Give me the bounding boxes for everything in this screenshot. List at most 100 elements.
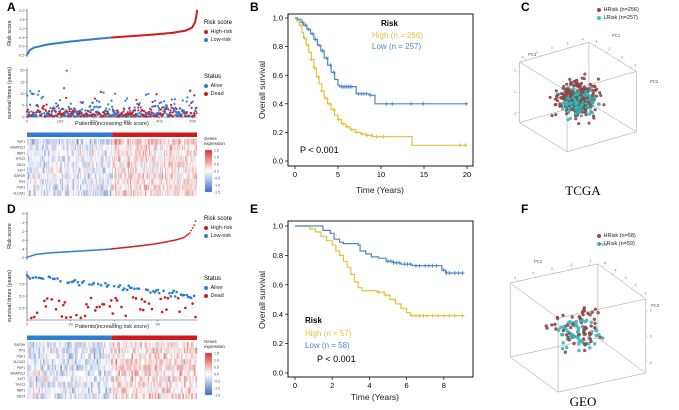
- svg-text:0.4: 0.4: [273, 99, 283, 108]
- legend-item-alive: Alive: [204, 284, 224, 292]
- alive-dot-icon: [204, 83, 208, 88]
- svg-text:-4: -4: [589, 259, 592, 263]
- svg-text:-2: -2: [566, 42, 569, 46]
- svg-text:0.8: 0.8: [273, 251, 283, 260]
- svg-text:-2: -2: [649, 361, 652, 365]
- legend-item-alive: Alive: [204, 82, 224, 90]
- dead-dot-icon: [204, 293, 208, 298]
- svg-text:200: 200: [90, 119, 97, 124]
- panel-a-survival-ylabel: survival times (years): [7, 67, 13, 119]
- svg-text:-2: -2: [21, 229, 25, 234]
- hrisk-dot-icon: [597, 234, 601, 238]
- svg-text:1.0: 1.0: [214, 358, 219, 362]
- svg-text:RBP1: RBP1: [17, 151, 26, 155]
- panel-e-pvalue: P < 0.001: [317, 354, 356, 364]
- panel-d-status-legend: Status Alive Dead: [204, 276, 224, 300]
- svg-text:4: 4: [596, 39, 598, 43]
- svg-text:0.6: 0.6: [273, 71, 283, 80]
- panel-b-ylabel: Overall survival: [257, 60, 267, 120]
- legend-item-dead: Dead: [204, 292, 224, 300]
- legend-item-high-risk: High-risk: [204, 224, 232, 232]
- svg-text:TPST2: TPST2: [15, 383, 25, 387]
- svg-text:1.5: 1.5: [19, 17, 25, 22]
- svg-text:PKP1: PKP1: [17, 366, 25, 370]
- svg-text:0: 0: [22, 114, 25, 119]
- status-legend-title: Status: [204, 74, 222, 80]
- risk-legend-title: Risk score: [204, 20, 233, 26]
- panel-b-xlabel: Time (Years): [355, 185, 405, 195]
- panel-e-legend-high: High (n = 57): [305, 329, 352, 338]
- svg-text:0.0: 0.0: [214, 169, 219, 173]
- alive-dot-icon: [204, 285, 208, 290]
- panel-d-risk-ylabel: Risk score: [7, 223, 13, 249]
- svg-text:0: 0: [650, 335, 652, 339]
- svg-text:SDC4: SDC4: [17, 163, 26, 167]
- panel-d-colorbar-title: Genes expression: [204, 339, 225, 349]
- svg-text:SDC4: SDC4: [17, 394, 26, 398]
- svg-text:PGK1: PGK1: [17, 354, 26, 358]
- panel-b-legend-high: High (n = 256): [372, 31, 423, 40]
- panel-d-survival-ylabel: survival times (years): [7, 270, 13, 322]
- legend-item-low-risk: Low-risk: [204, 36, 232, 44]
- low-risk-dot-icon: [204, 233, 208, 238]
- dead-dot-icon: [204, 91, 208, 96]
- svg-text:-5: -5: [21, 255, 25, 260]
- panel-e-legend-title: Risk: [305, 316, 322, 325]
- svg-text:0.4: 0.4: [273, 310, 283, 319]
- svg-text:300: 300: [123, 119, 130, 124]
- panel-d-xlabel: Patients(increasing risk socre): [75, 324, 149, 330]
- svg-text:0: 0: [635, 284, 637, 288]
- legend-item-low-risk: Low-risk: [204, 232, 232, 240]
- svg-text:0.5: 0.5: [214, 365, 219, 369]
- svg-text:2: 2: [609, 47, 611, 51]
- svg-text:0: 0: [293, 170, 297, 179]
- panel-b-legend-low: Low (n = 257): [372, 42, 422, 51]
- svg-text:4: 4: [522, 55, 524, 59]
- svg-text:TPI1: TPI1: [18, 180, 25, 184]
- panel-a-xlabel: Patients(increasing risk score): [75, 121, 149, 127]
- svg-text:1.0: 1.0: [214, 155, 219, 159]
- high-risk-label: High-risk: [210, 28, 233, 35]
- svg-text:0: 0: [22, 211, 25, 216]
- svg-text:2.0: 2.0: [19, 8, 25, 13]
- svg-text:60: 60: [112, 322, 117, 327]
- legend-item-lrisk: LRisk (n=59): [597, 240, 636, 248]
- panel-f-caption: GEO: [569, 394, 597, 409]
- svg-text:SLC2A1: SLC2A1: [13, 360, 25, 364]
- svg-text:-6: -6: [603, 261, 606, 265]
- svg-text:-1: -1: [21, 220, 25, 225]
- lrisk-dot-icon: [597, 242, 601, 246]
- svg-text:-1.5: -1.5: [214, 190, 220, 194]
- svg-text:-1.0: -1.0: [214, 183, 220, 187]
- panel-f-letter: F: [521, 202, 529, 216]
- svg-text:BAIAP2L2: BAIAP2L2: [10, 371, 25, 375]
- svg-text:7.5: 7.5: [19, 281, 25, 286]
- svg-text:1.5: 1.5: [214, 148, 219, 152]
- svg-text:0.8: 0.8: [273, 42, 283, 51]
- svg-text:-2: -2: [624, 276, 627, 280]
- svg-text:GAPDH: GAPDH: [14, 174, 26, 178]
- svg-text:-2: -2: [633, 63, 636, 67]
- svg-text:-0.5: -0.5: [214, 379, 220, 383]
- panel-c-caption: TCGA: [565, 183, 601, 198]
- svg-text:1.0: 1.0: [273, 14, 283, 23]
- svg-text:20: 20: [20, 68, 25, 73]
- lrisk-label: LRisk (n=257): [603, 15, 638, 21]
- hrisk-label: HRisk (n=58): [603, 233, 636, 239]
- svg-text:-0.5: -0.5: [18, 53, 26, 58]
- low-risk-dot-icon: [204, 37, 208, 42]
- svg-text:TPST2: TPST2: [15, 157, 25, 161]
- svg-text:5: 5: [336, 170, 340, 179]
- panel-c-letter: C: [521, 0, 530, 14]
- svg-text:30: 30: [68, 322, 73, 327]
- svg-text:0.2: 0.2: [273, 128, 283, 137]
- svg-text:-2: -2: [513, 112, 516, 116]
- svg-text:2: 2: [514, 68, 516, 72]
- status-legend-title: Status: [204, 276, 222, 282]
- svg-text:PKP1: PKP1: [17, 140, 25, 144]
- svg-text:-1.0: -1.0: [214, 386, 220, 390]
- panel-f-pc3-label: PC3: [651, 303, 660, 308]
- svg-text:2: 2: [650, 308, 652, 312]
- panel-a-status-legend: Status Alive Dead: [204, 74, 224, 98]
